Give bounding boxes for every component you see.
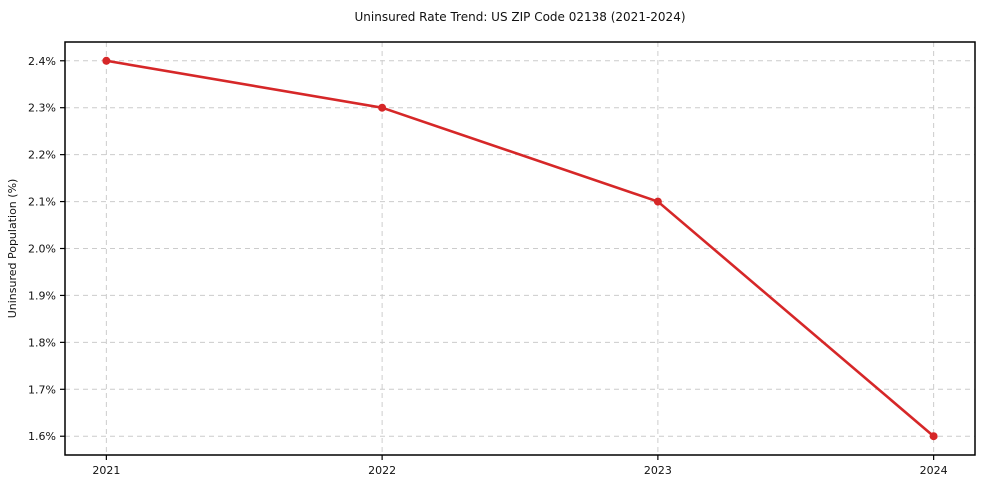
chart-title: Uninsured Rate Trend: US ZIP Code 02138 … <box>354 10 685 24</box>
data-point-marker <box>378 103 387 112</box>
x-tick-label: 2022 <box>368 464 396 477</box>
plot-area: 1.6% 1.7% 1.8% 1.9% 2.0% 2.1% 2.2% 2.3% 2.4% 2021… <box>28 41 976 477</box>
trend-line <box>105 59 935 438</box>
y-tick-label: 1.9% <box>28 289 56 302</box>
y-tick-label: 1.7% <box>28 383 56 396</box>
y-tick-label: 2.1% <box>28 196 56 209</box>
data-point-marker <box>102 56 111 65</box>
x-tick-label: 2023 <box>644 464 672 477</box>
data-point-marker <box>929 432 938 441</box>
y-axis-label: Uninsured Population (%) <box>6 179 19 319</box>
y-tick-label: 2.4% <box>28 55 56 68</box>
y-tick-label: 1.6% <box>28 430 56 443</box>
y-tick-label: 2.3% <box>28 102 56 115</box>
data-point-marker <box>653 197 662 206</box>
y-tick-label: 2.0% <box>28 243 56 256</box>
x-tick-label: 2021 <box>92 464 120 477</box>
y-tick-label: 1.8% <box>28 336 56 349</box>
x-tick-label: 2024 <box>920 464 948 477</box>
y-tick-label: 2.2% <box>28 149 56 162</box>
